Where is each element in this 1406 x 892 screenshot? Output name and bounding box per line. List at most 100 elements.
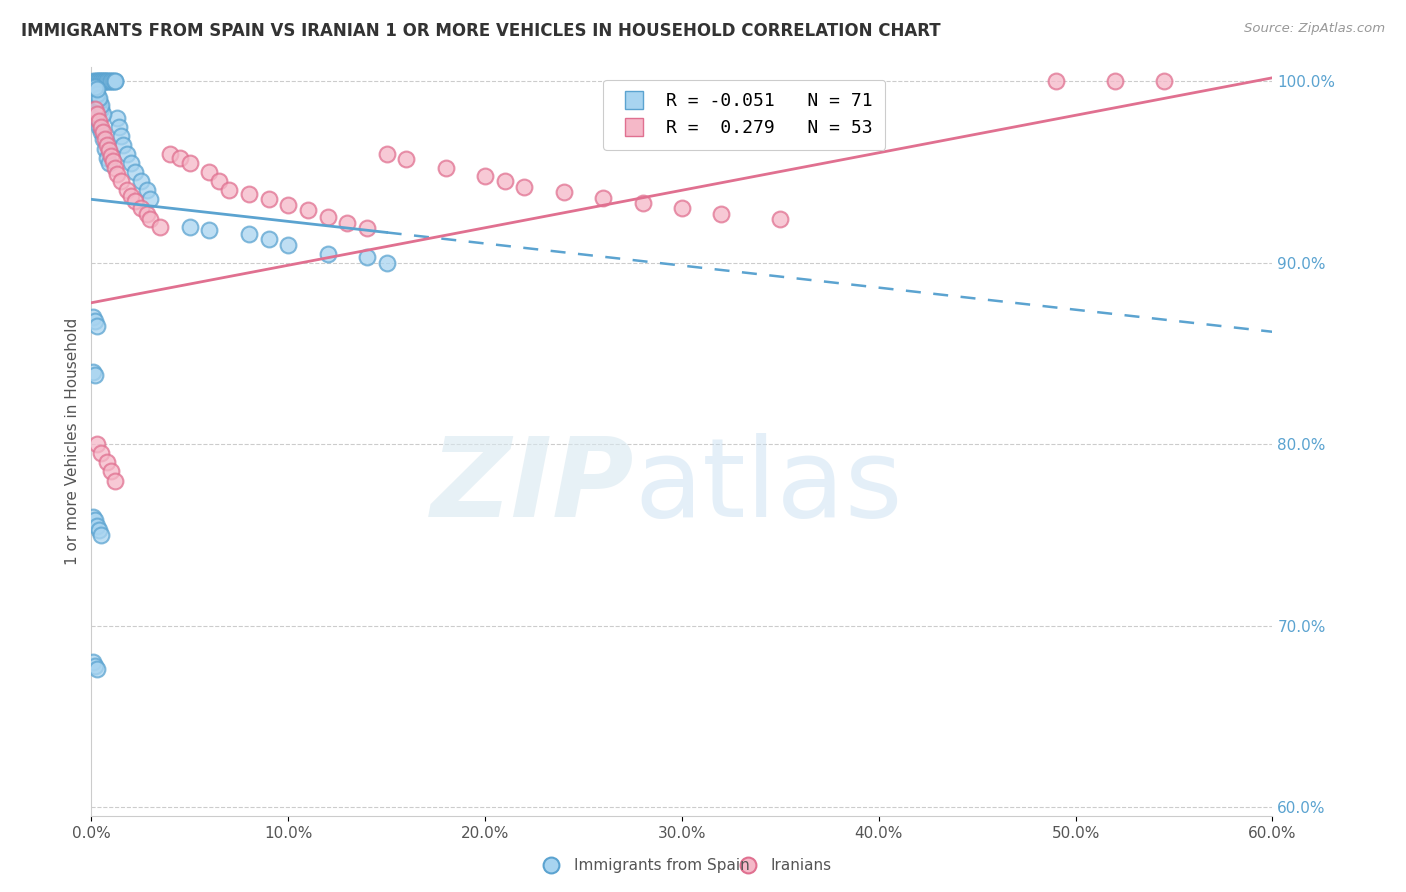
Point bbox=[592, 190, 614, 204]
Point bbox=[110, 174, 132, 188]
Point bbox=[89, 120, 111, 134]
Point bbox=[89, 523, 111, 537]
Point bbox=[84, 79, 107, 94]
Point bbox=[198, 165, 221, 179]
Point bbox=[86, 74, 108, 88]
Point bbox=[1104, 74, 1126, 88]
Point bbox=[1045, 74, 1067, 88]
Point bbox=[238, 227, 260, 241]
Text: Source: ZipAtlas.com: Source: ZipAtlas.com bbox=[1244, 22, 1385, 36]
Point bbox=[86, 519, 108, 533]
Point bbox=[89, 91, 111, 105]
Point bbox=[89, 114, 111, 128]
Point bbox=[89, 96, 111, 111]
Point bbox=[105, 167, 128, 181]
Point bbox=[257, 192, 280, 206]
Point bbox=[82, 365, 104, 379]
Point bbox=[101, 74, 124, 88]
Point bbox=[356, 251, 378, 265]
Point bbox=[356, 221, 378, 235]
Point bbox=[96, 74, 118, 88]
Text: ZIP: ZIP bbox=[432, 433, 634, 540]
Point bbox=[104, 74, 127, 88]
Point bbox=[86, 87, 108, 102]
Point bbox=[159, 147, 181, 161]
Point bbox=[89, 95, 111, 109]
Point bbox=[91, 107, 114, 121]
Point bbox=[84, 83, 107, 97]
Point bbox=[124, 165, 146, 179]
Point bbox=[277, 198, 299, 212]
Point bbox=[316, 246, 339, 260]
Text: Immigrants from Spain: Immigrants from Spain bbox=[574, 858, 749, 872]
Point bbox=[89, 74, 111, 88]
Point bbox=[98, 156, 121, 170]
Point bbox=[494, 174, 516, 188]
Point bbox=[1153, 74, 1175, 88]
Point bbox=[120, 188, 142, 202]
Point bbox=[84, 513, 107, 527]
Point bbox=[94, 142, 117, 156]
Point bbox=[96, 137, 118, 152]
Point bbox=[90, 102, 112, 116]
Point bbox=[98, 144, 121, 158]
Point bbox=[129, 174, 152, 188]
Point bbox=[375, 147, 398, 161]
Point bbox=[86, 74, 108, 88]
Point bbox=[135, 183, 157, 197]
Point bbox=[100, 74, 122, 88]
Point bbox=[96, 74, 118, 88]
Point bbox=[86, 662, 108, 676]
Point bbox=[540, 858, 562, 872]
Point bbox=[94, 74, 117, 88]
Point bbox=[90, 528, 112, 542]
Point bbox=[513, 179, 536, 194]
Point bbox=[84, 368, 107, 383]
Text: atlas: atlas bbox=[634, 433, 903, 540]
Point bbox=[124, 194, 146, 209]
Point bbox=[474, 169, 496, 183]
Point bbox=[336, 216, 359, 230]
Point bbox=[84, 74, 107, 88]
Point bbox=[86, 93, 108, 107]
Point bbox=[84, 102, 107, 116]
Point bbox=[169, 151, 191, 165]
Point bbox=[91, 74, 114, 88]
Point bbox=[139, 192, 162, 206]
Point bbox=[91, 74, 114, 88]
Point bbox=[100, 74, 122, 88]
Point bbox=[82, 655, 104, 669]
Point bbox=[111, 137, 134, 152]
Point bbox=[104, 474, 127, 488]
Point bbox=[179, 156, 201, 170]
Point bbox=[149, 219, 172, 234]
Point bbox=[90, 120, 112, 134]
Text: IMMIGRANTS FROM SPAIN VS IRANIAN 1 OR MORE VEHICLES IN HOUSEHOLD CORRELATION CHA: IMMIGRANTS FROM SPAIN VS IRANIAN 1 OR MO… bbox=[21, 22, 941, 40]
Point bbox=[90, 74, 112, 88]
Legend: R = -0.051   N = 71, R =  0.279   N = 53: R = -0.051 N = 71, R = 0.279 N = 53 bbox=[603, 79, 886, 150]
Point bbox=[90, 74, 112, 88]
Point bbox=[737, 858, 759, 872]
Point bbox=[553, 185, 575, 199]
Point bbox=[115, 147, 138, 161]
Text: Iranians: Iranians bbox=[770, 858, 831, 872]
Point bbox=[84, 314, 107, 328]
Point bbox=[671, 202, 693, 216]
Point bbox=[91, 125, 114, 139]
Point bbox=[86, 319, 108, 334]
Point bbox=[82, 74, 104, 88]
Point bbox=[100, 149, 122, 163]
Y-axis label: 1 or more Vehicles in Household: 1 or more Vehicles in Household bbox=[65, 318, 80, 566]
Point bbox=[100, 465, 122, 479]
Point bbox=[98, 74, 121, 88]
Point bbox=[129, 202, 152, 216]
Point bbox=[91, 132, 114, 146]
Point bbox=[96, 455, 118, 469]
Point bbox=[86, 107, 108, 121]
Point bbox=[198, 223, 221, 237]
Point bbox=[90, 98, 112, 112]
Point bbox=[90, 446, 112, 460]
Point bbox=[89, 74, 111, 88]
Point bbox=[395, 153, 418, 167]
Point bbox=[94, 132, 117, 146]
